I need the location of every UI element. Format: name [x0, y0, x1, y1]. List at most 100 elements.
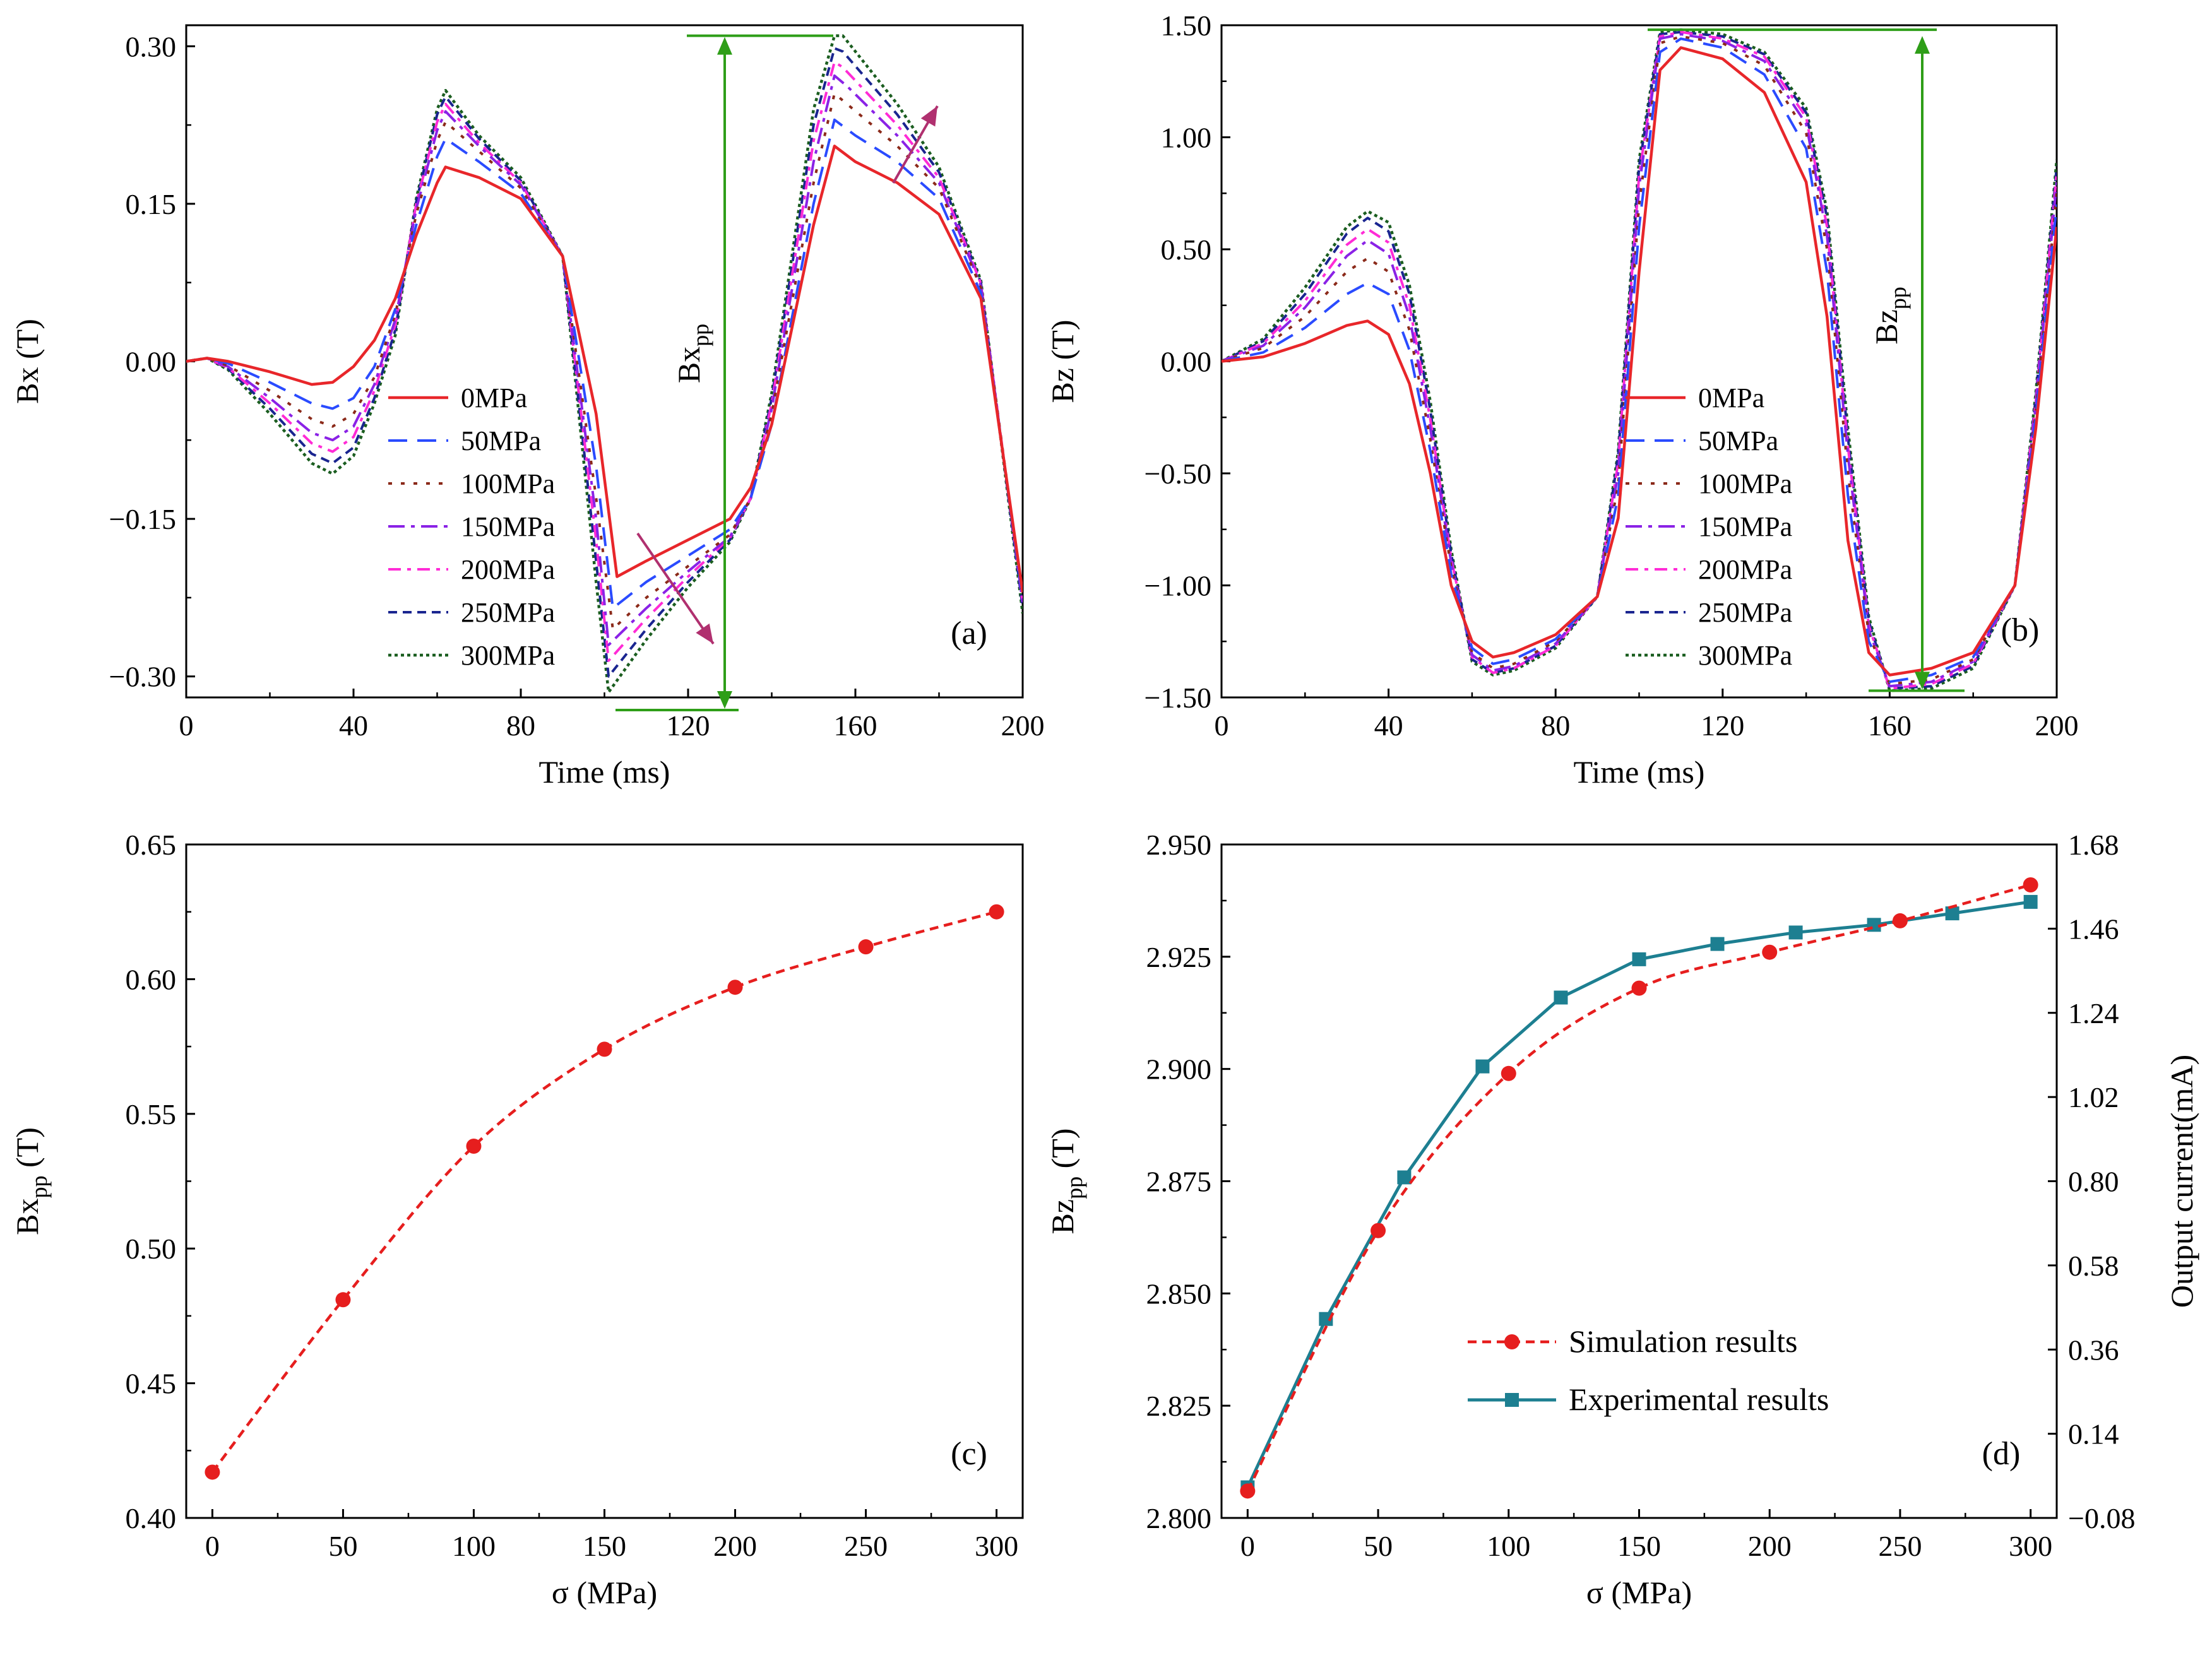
y-right-tick-label: −0.08: [2068, 1502, 2135, 1534]
y-tick-label: −1.50: [1145, 682, 1211, 714]
legend-label: Experimental results: [1569, 1382, 1829, 1417]
plot-frame: [185, 843, 1024, 1519]
y-axis-label: Bx (T): [9, 319, 45, 404]
bxpp-data-point: [727, 980, 743, 995]
bzpp-annotation-sub: pp: [1886, 287, 1911, 309]
y-axis-label-unit: (T): [9, 1127, 45, 1175]
legend-label: 200MPa: [461, 554, 555, 585]
y-tick-label: 2.900: [1146, 1053, 1212, 1086]
series-group: [186, 34, 1023, 694]
y-tick-label: 0.50: [1161, 234, 1212, 266]
y-axis-label-main: Bx: [9, 367, 45, 403]
series-line-0MPa: [1222, 46, 2057, 677]
legend-marker-experimental: [1505, 1393, 1519, 1407]
bxpp-data-point: [597, 1041, 612, 1057]
y-axis-label-sub: pp: [27, 1175, 52, 1198]
bzpp-arrow-down: [1915, 672, 1930, 690]
panel-d: 0 50 100 150 200 250 300 2.950 2.925 2.900 2.875 2.…: [1045, 829, 2199, 1610]
legend-label: 50MPa: [461, 425, 541, 456]
y-tick-label: −0.30: [109, 661, 176, 693]
y-right-tick-label: 0.58: [2068, 1250, 2119, 1282]
legend-label: 0MPa: [461, 382, 527, 413]
x-tick-label: 160: [1868, 709, 1912, 742]
legend: Simulation results Experimental results: [1468, 1324, 1829, 1417]
x-tick-label: 0: [179, 709, 194, 742]
y-right-tick-label: 1.46: [2068, 913, 2119, 945]
x-tick-label: 200: [713, 1530, 757, 1562]
legend-label: 150MPa: [1698, 511, 1792, 542]
series-line-0MPa: [186, 145, 1023, 593]
experimental-data-point: [1945, 906, 1959, 921]
x-tick-label: 40: [1374, 709, 1403, 742]
bxpp-data-point: [989, 904, 1004, 920]
legend-label: 100MPa: [461, 468, 555, 499]
legend-label: 250MPa: [1698, 597, 1792, 628]
bxpp-curve: [211, 910, 997, 1473]
x-tick-label: 300: [2009, 1530, 2052, 1562]
panel-label: (a): [951, 615, 987, 651]
panel-label: (d): [1982, 1436, 2021, 1472]
legend-label: 200MPa: [1698, 554, 1792, 585]
bxpp-arrow-up: [717, 37, 732, 55]
y-axis-label: Bxpp (T): [9, 1127, 52, 1235]
y-tick-label: −0.15: [109, 503, 176, 535]
y-tick-label: 1.00: [1161, 122, 1212, 154]
y-right-tick-label: 0.14: [2068, 1418, 2119, 1450]
simulation-data-point: [1371, 1223, 1386, 1238]
y-right-tick-label: 0.36: [2068, 1334, 2119, 1366]
x-tick-label: 100: [1487, 1530, 1530, 1562]
y-tick-label: 0.45: [126, 1368, 177, 1400]
y-tick-label: 0.65: [126, 829, 177, 861]
y-axis-label-main: Bz: [1045, 368, 1080, 403]
experimental-data-point: [1475, 1059, 1490, 1074]
series-line-100MPa: [1222, 35, 2057, 685]
x-tick-label: 80: [506, 709, 535, 742]
bxpp-annotation: Bxpp: [671, 324, 713, 383]
trend-arrow-up-head: [920, 106, 937, 127]
x-tick-label: 300: [975, 1530, 1018, 1562]
simulation-data-point: [1762, 944, 1778, 960]
bxpp-annotation-main: Bx: [671, 347, 706, 383]
x-axis-label: σ (MPa): [552, 1575, 657, 1610]
legend-label: 300MPa: [1698, 640, 1792, 671]
x-axis-label: σ (MPa): [1586, 1575, 1692, 1610]
x-axis-label: Time (ms): [539, 754, 670, 790]
series-line-300MPa: [1222, 28, 2057, 692]
y-tick-label: 0.30: [126, 30, 177, 62]
y-tick-label: 0.00: [126, 346, 177, 378]
legend: 0MPa 50MPa 100MPa 150MPa 200MPa 250MPa 300MPa: [1626, 382, 1792, 671]
series-line-200MPa: [186, 61, 1023, 662]
trend-arrow-down-head: [696, 623, 713, 644]
y-axis-label-unit: (T): [1045, 1129, 1080, 1176]
y-right-tick-label: 0.80: [2068, 1166, 2119, 1198]
series-line-50MPa: [1222, 37, 2057, 684]
y-tick-label: 0.00: [1161, 346, 1212, 378]
legend-marker-simulation: [1504, 1334, 1519, 1349]
experimental-data-point: [2023, 894, 2038, 909]
x-tick-label: 50: [328, 1530, 357, 1562]
y-tick-label: −1.00: [1145, 570, 1211, 602]
y-tick-label: −0.50: [1145, 458, 1211, 490]
x-tick-label: 150: [583, 1530, 626, 1562]
y-axis-label-main: Bz: [1045, 1199, 1080, 1235]
x-tick-label: 150: [1617, 1530, 1661, 1562]
y-tick-label: 2.825: [1146, 1390, 1212, 1422]
bxpp-data-point: [205, 1464, 220, 1480]
experimental-data-point: [1554, 990, 1568, 1005]
series-line-200MPa: [1222, 30, 2057, 690]
y-tick-label: 2.950: [1146, 829, 1212, 861]
y-tick-label: 0.15: [126, 188, 177, 220]
x-tick-label: 80: [1541, 709, 1570, 742]
legend-label: 0MPa: [1698, 382, 1764, 413]
experimental-data-point: [1788, 925, 1803, 940]
series-line-250MPa: [186, 47, 1023, 678]
series-line-250MPa: [1222, 30, 2057, 690]
y-axis-label: Bz (T): [1045, 320, 1080, 403]
y-tick-label: 2.875: [1146, 1166, 1212, 1198]
x-tick-label: 0: [1215, 709, 1229, 742]
simulation-curve: [1246, 883, 2031, 1492]
y-tick-label: 1.50: [1161, 9, 1212, 42]
x-tick-label: 200: [2035, 709, 2079, 742]
x-tick-label: 200: [1001, 709, 1045, 742]
